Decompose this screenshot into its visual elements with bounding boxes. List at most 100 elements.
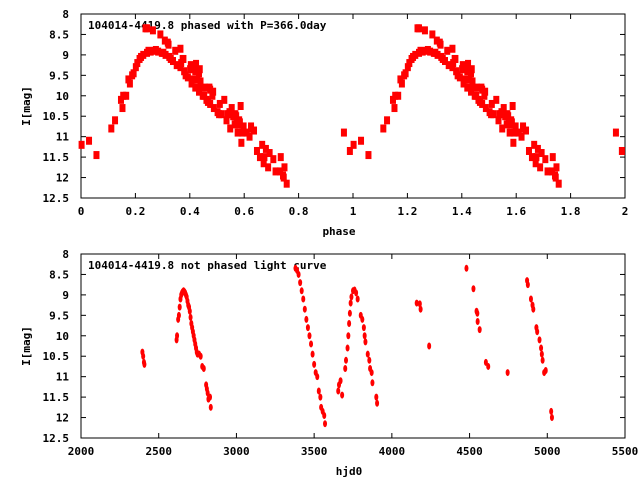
data-point <box>138 52 145 61</box>
data-point <box>350 140 357 149</box>
data-point <box>343 364 348 372</box>
x-tick-label: 3500 <box>301 445 328 458</box>
data-point <box>175 332 180 340</box>
axis-ticks: 2000 2500 3000 3500 4000 4500 5000 5500 8 8.5 9 9.5… <box>43 248 639 458</box>
data-point <box>375 399 380 407</box>
data-point <box>239 128 246 137</box>
x-tick-label: 2000 <box>68 445 95 458</box>
data-point <box>406 59 413 68</box>
data-point <box>549 414 554 422</box>
data-point <box>424 45 431 54</box>
data-point <box>188 313 193 321</box>
data-point <box>210 87 217 96</box>
data-point <box>236 116 243 125</box>
y-tick-label: 8.5 <box>49 268 69 281</box>
data-point <box>126 79 133 88</box>
data-point <box>347 309 352 317</box>
y-tick-label: 10.5 <box>43 110 70 123</box>
data-point <box>445 61 452 70</box>
data-point <box>240 122 247 131</box>
x-tick-label: 0.6 <box>234 205 254 218</box>
data-point <box>468 69 475 78</box>
data-point <box>367 356 372 364</box>
data-point <box>165 40 172 49</box>
data-point <box>534 144 541 153</box>
data-point <box>167 54 174 63</box>
data-point <box>495 116 502 125</box>
data-points <box>78 24 625 188</box>
data-point <box>476 97 483 106</box>
data-point <box>172 46 179 55</box>
data-point <box>208 393 213 401</box>
data-point <box>216 110 223 119</box>
data-point <box>193 59 200 68</box>
data-point <box>345 344 350 352</box>
data-point <box>143 24 150 33</box>
y-tick-label: 8 <box>62 248 69 261</box>
data-point <box>433 36 440 45</box>
data-point <box>299 287 304 295</box>
data-point <box>227 124 234 133</box>
data-point <box>432 48 439 57</box>
data-point <box>389 95 396 104</box>
data-point <box>221 95 228 104</box>
data-point <box>354 289 359 297</box>
data-point <box>427 342 432 350</box>
data-point <box>197 77 204 86</box>
data-point <box>266 149 273 158</box>
data-point <box>178 59 185 68</box>
data-point <box>231 120 238 129</box>
data-point <box>196 69 203 78</box>
data-point <box>358 136 365 145</box>
data-point <box>475 309 480 317</box>
y-axis-label: I[mag] <box>20 86 33 126</box>
x-tick-label: 5000 <box>534 445 561 458</box>
data-point <box>198 352 203 360</box>
data-point <box>177 44 184 53</box>
data-point <box>437 40 444 49</box>
data-point <box>496 110 503 119</box>
data-point <box>444 46 451 55</box>
data-point <box>248 122 255 131</box>
x-tick-label: 1 <box>350 205 357 218</box>
data-point <box>449 44 456 53</box>
data-point <box>511 128 518 137</box>
data-point <box>305 324 310 332</box>
data-point <box>478 83 485 92</box>
data-point <box>322 412 327 420</box>
data-point <box>157 30 164 39</box>
data-point <box>223 116 230 125</box>
chart-title: 104014-4419.8 phased with P=366.0day <box>88 19 327 32</box>
data-point <box>540 356 545 364</box>
data-point <box>340 128 347 137</box>
data-point <box>459 61 466 70</box>
data-point <box>323 420 328 428</box>
data-point <box>256 153 263 162</box>
data-point <box>618 146 625 155</box>
data-point <box>344 356 349 364</box>
data-point <box>176 311 181 319</box>
y-tick-label: 9.5 <box>49 69 69 82</box>
data-point <box>553 163 560 172</box>
data-point <box>283 179 290 188</box>
data-point <box>316 387 321 395</box>
x-tick-label: 0 <box>78 205 85 218</box>
data-point <box>518 132 525 141</box>
data-point <box>177 63 184 72</box>
data-point <box>191 65 198 74</box>
data-point <box>180 54 187 63</box>
data-point <box>549 167 556 176</box>
data-point <box>404 63 411 72</box>
data-point <box>192 83 199 92</box>
axis-ticks: 0 0.2 0.4 0.6 0.8 1 1.2 1.4 1.6 1.8 2 8 8.5 9 9.5 10 10.… <box>43 8 629 218</box>
data-point <box>469 83 476 92</box>
data-point <box>469 77 476 86</box>
data-point <box>234 128 241 137</box>
data-point <box>260 159 267 168</box>
x-tick-label: 1.6 <box>506 205 526 218</box>
data-point <box>108 124 115 133</box>
data-point <box>462 75 469 84</box>
x-tick-label: 1.8 <box>561 205 581 218</box>
y-axis-label: I[mag] <box>20 326 33 366</box>
data-point <box>520 122 527 131</box>
